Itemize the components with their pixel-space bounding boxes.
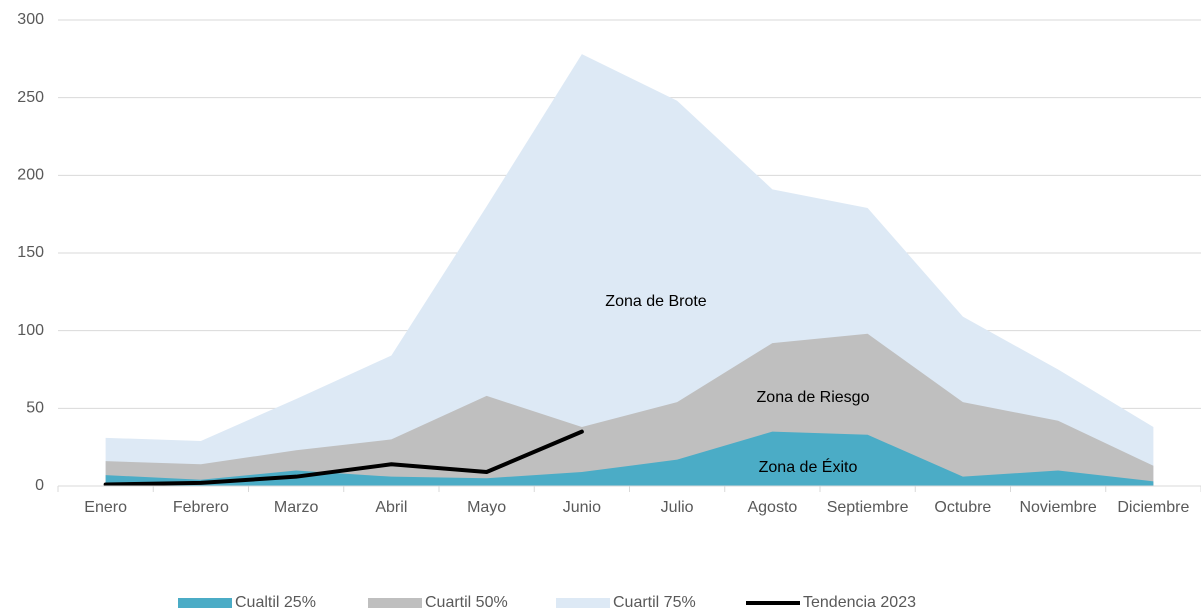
legend-swatch (368, 598, 422, 608)
legend-label: Cuartil 75% (613, 594, 696, 610)
area (105, 431, 1154, 486)
legend-item: Cuartil 75% (556, 594, 696, 610)
annotation: Zona de Brote (605, 293, 707, 310)
x-tick-label: Agosto (747, 499, 797, 516)
legend-item: Tendencia 2023 (746, 594, 916, 610)
annotation: Zona de Riesgo (757, 389, 870, 406)
legend-label: Cuartil 50% (425, 594, 508, 610)
y-tick-label: 100 (17, 322, 44, 339)
legend-item: Cuartil 50% (368, 594, 508, 610)
x-tick-label: Julio (661, 499, 694, 516)
legend-swatch (178, 598, 232, 608)
legend-label: Cualtil 25% (235, 594, 316, 610)
trend-line (103, 429, 584, 487)
x-tick-label: Noviembre (1019, 499, 1096, 516)
x-tick-label: Abril (375, 499, 407, 516)
y-tick-label: 300 (17, 11, 44, 28)
y-tick-label: 150 (17, 244, 44, 261)
y-tick-label: 0 (35, 477, 44, 494)
y-tick-label: 50 (26, 400, 44, 417)
x-tick-label: Enero (84, 499, 127, 516)
x-tick-label: Octubre (934, 499, 991, 516)
x-tick-label: Mayo (467, 499, 506, 516)
legend-label: Tendencia 2023 (803, 594, 916, 610)
legend-item: Cualtil 25% (178, 594, 316, 610)
x-tick-label: Marzo (274, 499, 319, 516)
legend-swatch (556, 598, 610, 608)
x-tick-label: Septiembre (827, 499, 909, 516)
x-tick-label: Junio (563, 499, 601, 516)
x-tick-label: Diciembre (1117, 499, 1189, 516)
annotation: Zona de Éxito (759, 457, 858, 476)
x-tick-label: Febrero (173, 499, 229, 516)
y-tick-label: 200 (17, 167, 44, 184)
y-tick-label: 250 (17, 89, 44, 106)
